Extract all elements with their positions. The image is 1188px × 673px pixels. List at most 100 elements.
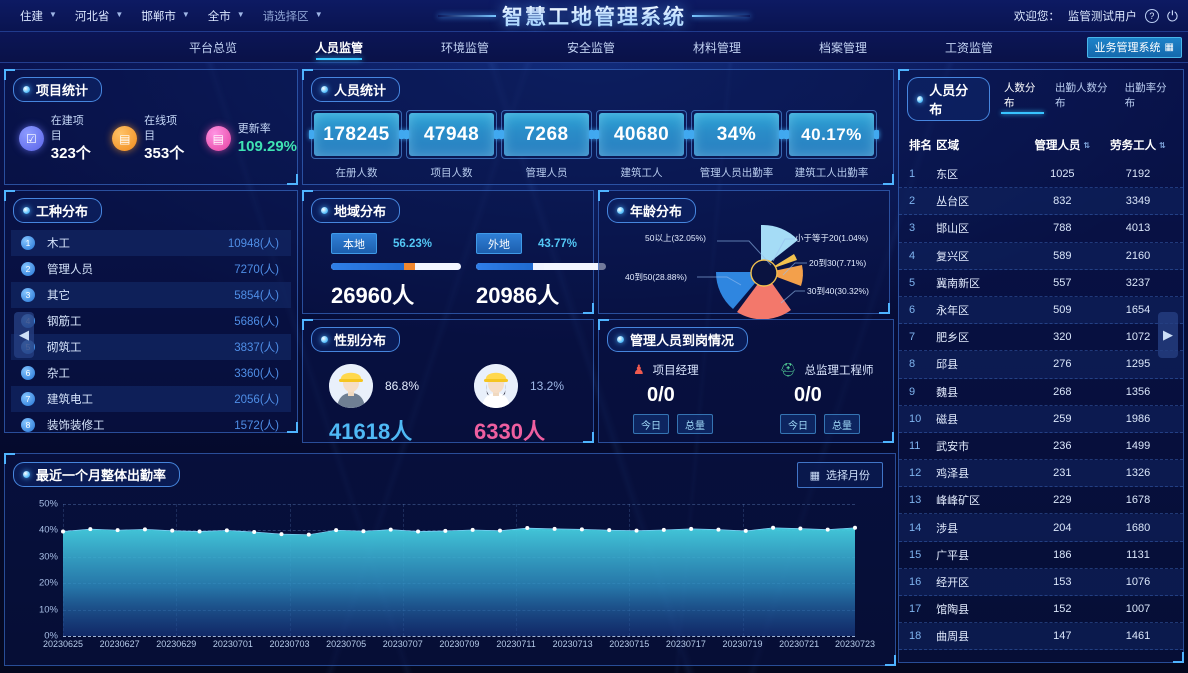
tab-label: 环境监管 — [440, 40, 489, 55]
data-point — [798, 526, 803, 531]
user-area: 欢迎您： 监管测试用户 ? ⏻ — [1014, 8, 1188, 24]
cell-managers: 153 — [1053, 575, 1072, 588]
table-row[interactable]: 14 涉县 204 1680 — [899, 514, 1183, 542]
job-value: 3360(人) — [234, 368, 279, 380]
tab-attendance-count-distribution[interactable]: 出勤人数分布 — [1055, 81, 1108, 109]
duty-total-button[interactable]: 总量 — [824, 414, 860, 434]
region-columns: 本地 56.23% 26960人 外地 — [303, 223, 606, 310]
cell-rank: 1 — [909, 168, 916, 181]
tab-label: 平台总览 — [188, 40, 237, 55]
list-item[interactable]: 1 木工 10948(人) — [11, 230, 291, 256]
age-pie-chart: 50以上(32.05%) 小于等于20(1.04%) 20到30(7.71%) … — [599, 223, 889, 320]
column-header-workers[interactable]: 劳务工人 ⇅ — [1105, 137, 1171, 153]
table-row[interactable]: 13 峰峰矿区 229 1678 — [899, 487, 1183, 515]
stat-card-managers: 7268 管理人员 — [499, 110, 594, 180]
cell-area: 肥乡区 — [936, 332, 970, 345]
question-mark-icon[interactable]: ? — [1144, 8, 1159, 23]
duty-total-button[interactable]: 总量 — [677, 414, 713, 434]
rank-badge: 8 — [21, 418, 35, 432]
stat-label: 在建项目 — [50, 115, 84, 142]
job-value: 7270(人) — [234, 264, 279, 276]
tab-material-management[interactable]: 材料管理 — [654, 32, 780, 62]
cell-area: 复兴区 — [936, 250, 970, 263]
document-icon: ▤ — [112, 126, 138, 151]
stat-card-project-people: 47948 项目人数 — [404, 110, 499, 180]
table-row[interactable]: 9 魏县 268 1356 — [899, 379, 1183, 406]
table-row[interactable]: 16 经开区 153 1076 — [899, 568, 1183, 596]
cell-rank: 5 — [909, 276, 916, 289]
table-row[interactable]: 6 永年区 509 1654 — [899, 296, 1183, 325]
column-header-rank: 排名 — [909, 140, 932, 152]
list-item[interactable]: 2 管理人员 7270(人) — [11, 256, 291, 282]
chevron-down-icon: ▼ — [181, 10, 190, 19]
data-point — [579, 527, 584, 532]
rank-badge: 7 — [21, 392, 35, 406]
project-stat-under-construction: ☑ 在建项目 323个 — [19, 114, 94, 163]
filter-scope[interactable]: 全市 ▼ — [200, 0, 253, 32]
tab-headcount-distribution[interactable]: 人数分布 — [998, 77, 1047, 115]
rank-badge: 2 — [21, 262, 35, 276]
bullet-icon — [23, 207, 30, 214]
tab-personnel-supervision[interactable]: 人员监管 — [276, 32, 402, 62]
card-nub-icon — [684, 130, 689, 139]
bullet-icon — [23, 86, 30, 93]
sort-arrows-icon[interactable]: ⇅ — [1083, 141, 1091, 150]
region-chip-nonlocal[interactable]: 外地 — [476, 233, 522, 254]
stat-label: 管理人员 — [525, 167, 568, 179]
region-chip-local[interactable]: 本地 — [331, 233, 377, 254]
table-row[interactable]: 2 丛台区 832 3349 — [899, 188, 1183, 216]
list-item[interactable]: 6 杂工 3360(人) — [11, 360, 291, 386]
table-row[interactable]: 4 复兴区 589 2160 — [899, 242, 1183, 270]
tab-environment-supervision[interactable]: 环境监管 — [402, 32, 528, 62]
table-row[interactable]: 11 武安市 236 1499 — [899, 433, 1183, 461]
project-stats-row: ☑ 在建项目 323个 ▤ 在线项目 353个 — [5, 102, 297, 163]
duty-today-button[interactable]: 今日 — [633, 414, 669, 434]
column-header-managers[interactable]: 管理人员 ⇅ — [1020, 137, 1105, 153]
filter-district[interactable]: 请选择区 ▼ — [255, 0, 331, 32]
prev-page-arrow[interactable]: ◀ — [14, 312, 34, 358]
table-row[interactable]: 1 东区 1025 7192 — [899, 161, 1183, 189]
filter-domain[interactable]: 住建 ▼ — [12, 0, 65, 32]
table-row[interactable]: 10 磁县 259 1986 — [899, 405, 1183, 433]
table-row[interactable]: 7 肥乡区 320 1072 — [899, 324, 1183, 352]
table-row[interactable]: 3 邯山区 788 4013 — [899, 215, 1183, 243]
filter-province[interactable]: 河北省 ▼ — [67, 0, 131, 32]
next-page-arrow[interactable]: ▶ — [1158, 312, 1178, 358]
select-month-button[interactable]: ▦ 选择月份 — [796, 462, 883, 488]
tab-salary-supervision[interactable]: 工资监管 — [906, 32, 1032, 62]
panel-title-job-distribution: 工种分布 — [13, 198, 103, 223]
job-value: 5854(人) — [234, 290, 279, 302]
cell-area: 鸡泽县 — [936, 468, 970, 481]
duty-role-label: 项目经理 — [652, 365, 699, 377]
axis-line-x — [63, 636, 855, 637]
sort-arrows-icon[interactable]: ⇅ — [1159, 141, 1166, 150]
table-row[interactable]: 17 馆陶县 152 1007 — [899, 596, 1183, 624]
table-row[interactable]: 18 曲周县 147 1461 — [899, 623, 1183, 651]
list-item[interactable]: 7 建筑电工 2056(人) — [11, 386, 291, 412]
stat-card-box: 178245 — [309, 110, 404, 159]
list-item[interactable]: 4 钢筋工 5686(人) — [11, 308, 291, 334]
filter-city[interactable]: 邯郸市 ▼ — [133, 0, 197, 32]
table-row[interactable]: 8 邱县 276 1295 — [899, 351, 1183, 379]
attendance-area-series — [63, 504, 855, 636]
tab-safety-supervision[interactable]: 安全监管 — [528, 32, 654, 62]
power-icon[interactable]: ⏻ — [1166, 7, 1178, 24]
tab-archive-management[interactable]: 档案管理 — [780, 32, 906, 62]
table-row[interactable]: 15 广平县 186 1131 — [899, 542, 1183, 569]
list-item[interactable]: 3 其它 5854(人) — [11, 282, 291, 308]
list-item[interactable]: 8 装饰装修工 1572(人) — [11, 412, 291, 438]
cell-rank: 2 — [909, 195, 916, 208]
attendance-area-chart: 0% 10% 20% 30% 40% 50% 20230625 20230627… — [11, 490, 889, 658]
tab-platform-overview[interactable]: 平台总览 — [150, 32, 276, 62]
duty-chief-supervisor: ⛑ 总监理工程师 0/0 今日 总量 — [746, 362, 893, 434]
female-worker-avatar — [474, 364, 518, 408]
tab-attendance-rate-distribution[interactable]: 出勤率分布 — [1124, 81, 1167, 109]
data-point — [743, 528, 748, 533]
duty-today-button[interactable]: 今日 — [780, 414, 816, 434]
list-item[interactable]: 5 砌筑工 3837(人) — [11, 334, 291, 360]
table-row[interactable]: 5 冀南新区 557 3237 — [899, 270, 1183, 297]
app-title: 智慧工地管理系统 — [502, 1, 686, 31]
stat-card-inner: 178245 — [314, 113, 399, 156]
business-system-button[interactable]: 业务管理系统 ▦ — [1086, 36, 1182, 58]
table-row[interactable]: 12 鸡泽县 231 1326 — [899, 460, 1183, 488]
